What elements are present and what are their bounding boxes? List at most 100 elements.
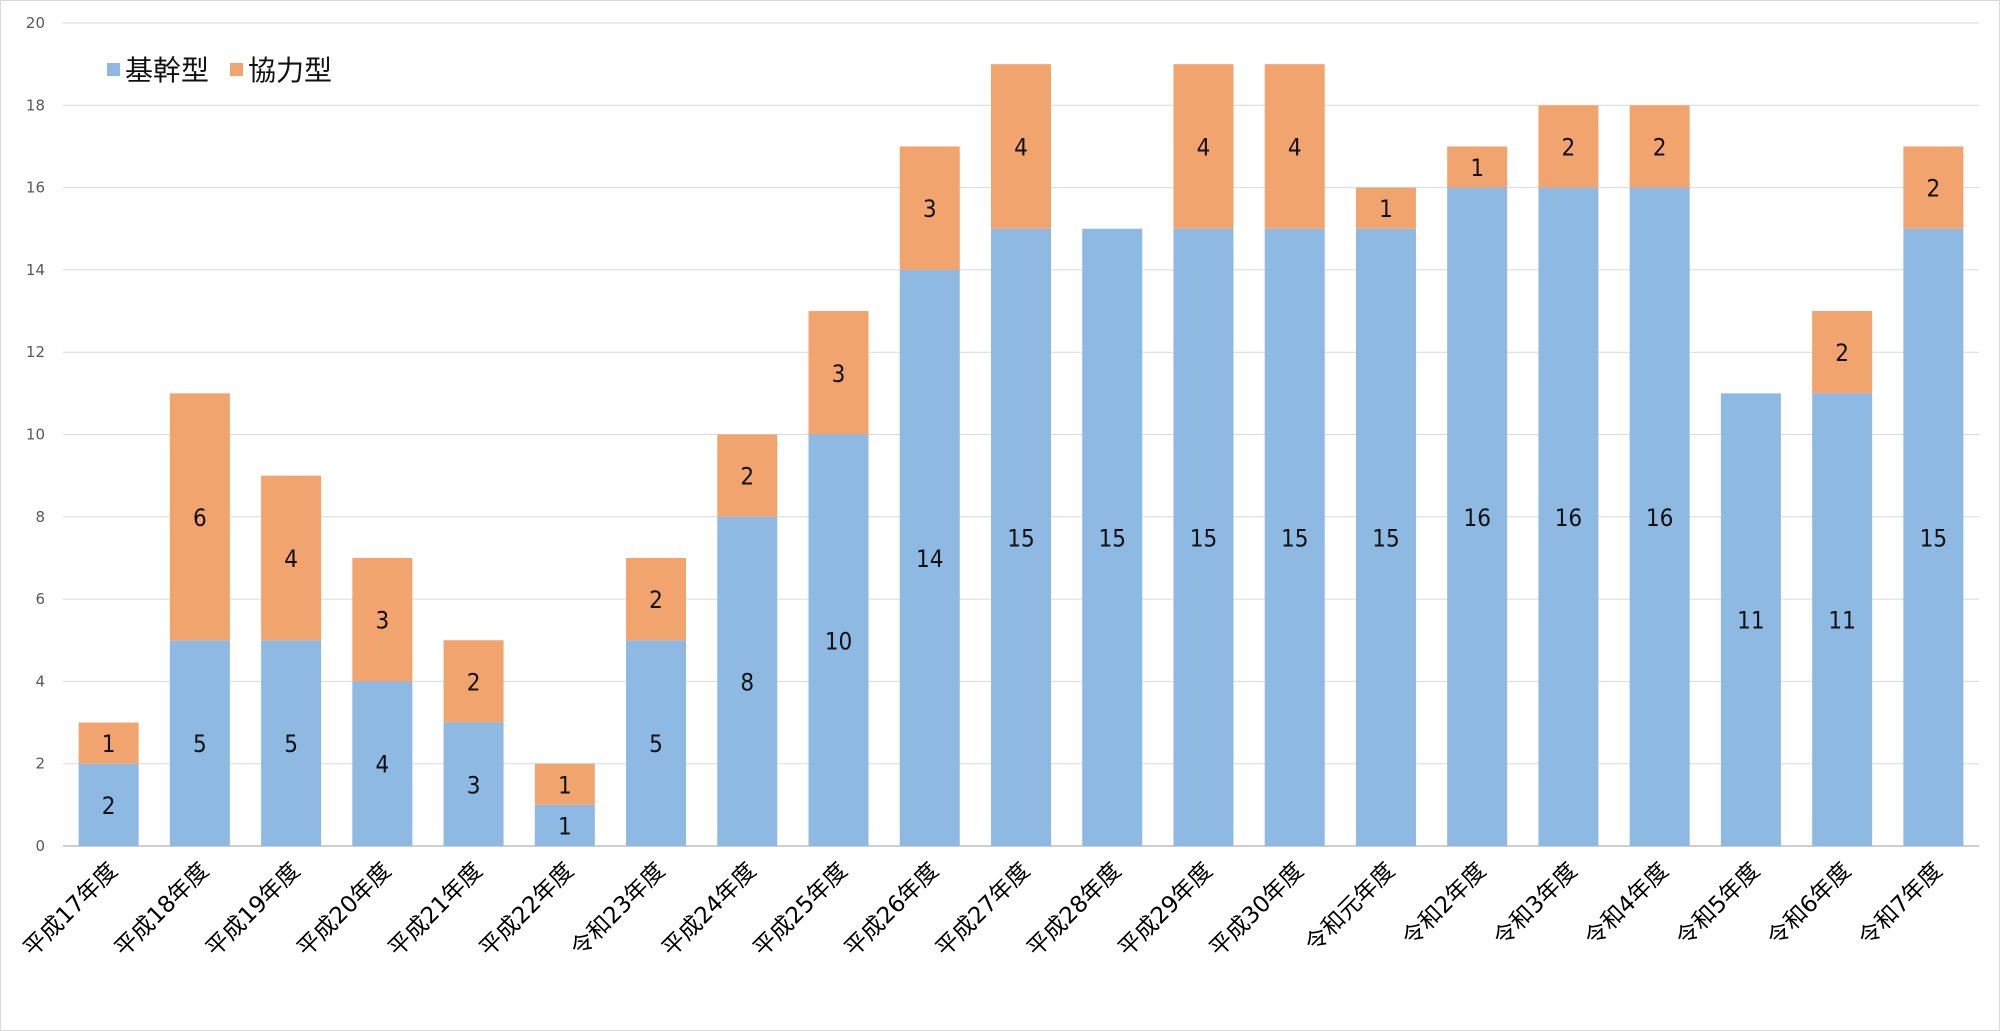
- legend: 基幹型 協力型: [107, 54, 332, 87]
- bar-kyoryoku: [1903, 146, 1964, 229]
- bar-kikan: [169, 640, 230, 846]
- data-label-kikan: 16: [1646, 504, 1673, 532]
- data-label-kyoryoku: 1: [1379, 195, 1393, 223]
- data-label-kyoryoku: 2: [740, 463, 754, 491]
- bar-kyoryoku: [352, 557, 413, 682]
- data-label-kyoryoku: 1: [558, 771, 572, 799]
- data-label-kyoryoku: 4: [1288, 133, 1302, 161]
- x-tick-label: 平成18年度: [110, 858, 214, 962]
- data-label-kikan: 8: [740, 668, 754, 696]
- y-axis-ticks: 0 2 4 6 8 10 12 14 16 18 20: [26, 14, 45, 855]
- bar-kyoryoku: [1173, 64, 1234, 229]
- bar-kikan: [1720, 393, 1781, 846]
- bar-kikan: [991, 228, 1051, 846]
- data-label-kyoryoku: 2: [1927, 175, 1941, 203]
- x-tick-label: 平成21年度: [384, 858, 488, 962]
- x-tick-label: 平成17年度: [19, 858, 123, 962]
- bar-kikan: [1264, 228, 1325, 846]
- data-label-kyoryoku: 6: [193, 504, 207, 532]
- x-tick-label: 令和5年度: [1671, 858, 1765, 952]
- data-label-kikan: 15: [1007, 524, 1034, 552]
- x-tick-label: 令和元年度: [1300, 858, 1400, 958]
- bar-kyoryoku: [1264, 64, 1325, 229]
- x-tick-label: 令和3年度: [1489, 858, 1583, 952]
- bar-kikan: [1355, 228, 1416, 846]
- x-tick-label: 令和4年度: [1580, 858, 1674, 952]
- y-tick-label: 10: [26, 426, 45, 444]
- y-tick-label: 8: [35, 508, 45, 526]
- data-label-kyoryoku: 2: [649, 586, 663, 614]
- data-label-kikan: 10: [825, 627, 852, 655]
- bar-kikan: [78, 763, 139, 846]
- bar-kikan: [1447, 187, 1508, 847]
- bar-kyoryoku: [534, 763, 595, 805]
- bar-kyoryoku: [717, 434, 778, 517]
- y-tick-label: 14: [26, 261, 45, 279]
- legend-swatch-kikan: [107, 63, 120, 76]
- y-tick-label: 16: [26, 179, 45, 197]
- bar-kikan: [1629, 187, 1690, 847]
- x-tick-label: 令和6年度: [1763, 858, 1857, 952]
- bar-kyoryoku: [1812, 311, 1873, 394]
- x-tick-label: 平成22年度: [475, 858, 579, 962]
- bar-kikan: [352, 681, 413, 846]
- bar-kikan: [1173, 228, 1234, 846]
- data-label-kikan: 2: [102, 792, 116, 820]
- data-label-kikan: 11: [1737, 607, 1764, 635]
- x-tick-label: 平成26年度: [840, 858, 944, 962]
- x-tick-label: 平成30年度: [1205, 858, 1309, 962]
- bar-kikan: [808, 434, 869, 846]
- data-label-kikan: 15: [1920, 524, 1947, 552]
- data-label-kikan: 3: [467, 771, 481, 799]
- data-label-kyoryoku: 2: [467, 668, 481, 696]
- data-label-kikan: 11: [1828, 607, 1855, 635]
- data-label-kikan: 5: [649, 730, 663, 758]
- data-label-kyoryoku: 3: [832, 360, 846, 388]
- data-label-kyoryoku: 4: [284, 545, 298, 573]
- bar-kyoryoku: [991, 64, 1051, 229]
- data-label-kikan: 5: [193, 730, 207, 758]
- bar-kyoryoku: [808, 311, 869, 435]
- x-tick-label: 平成19年度: [201, 858, 305, 962]
- data-label-kikan: 16: [1555, 504, 1582, 532]
- bar-kyoryoku: [169, 393, 230, 641]
- bar-kyoryoku: [78, 722, 139, 764]
- bar-kikan: [626, 640, 687, 846]
- x-tick-label: 平成20年度: [292, 858, 396, 962]
- legend-swatch-kyoryoku: [230, 63, 243, 76]
- bar-kyoryoku: [1447, 146, 1508, 188]
- data-label-kyoryoku: 1: [1470, 154, 1484, 182]
- data-label-kyoryoku: 2: [1835, 339, 1849, 367]
- bar-kikan: [443, 722, 504, 846]
- data-label-kyoryoku: 4: [1014, 133, 1028, 161]
- data-label-kyoryoku: 4: [1197, 133, 1211, 161]
- y-tick-label: 12: [26, 343, 45, 361]
- data-label-kikan: 15: [1372, 524, 1399, 552]
- data-label-kikan: 14: [916, 545, 943, 573]
- x-tick-label: 平成29年度: [1114, 858, 1218, 962]
- bar-kikan: [717, 516, 778, 846]
- bar-kikan: [1903, 228, 1964, 846]
- x-tick-label: 令和23年度: [566, 858, 670, 962]
- y-tick-label: 6: [35, 590, 45, 608]
- bar-kikan: [1082, 228, 1143, 846]
- bar-kikan: [899, 269, 960, 846]
- x-tick-label: 平成27年度: [931, 858, 1035, 962]
- y-tick-label: 4: [35, 672, 45, 690]
- y-tick-label: 2: [35, 755, 45, 773]
- data-label-kikan: 15: [1190, 524, 1217, 552]
- bar-kyoryoku: [443, 640, 504, 723]
- data-label-kikan: 4: [375, 751, 389, 779]
- data-label-kyoryoku: 1: [102, 730, 116, 758]
- bars: [78, 64, 1964, 847]
- legend-label-kikan: 基幹型: [125, 54, 209, 87]
- bar-kyoryoku: [1355, 187, 1416, 229]
- bar-kikan: [534, 804, 595, 846]
- data-label-kikan: 1: [558, 812, 572, 840]
- bar-kyoryoku: [899, 146, 960, 270]
- bar-kyoryoku: [261, 475, 322, 641]
- data-label-kikan: 16: [1463, 504, 1490, 532]
